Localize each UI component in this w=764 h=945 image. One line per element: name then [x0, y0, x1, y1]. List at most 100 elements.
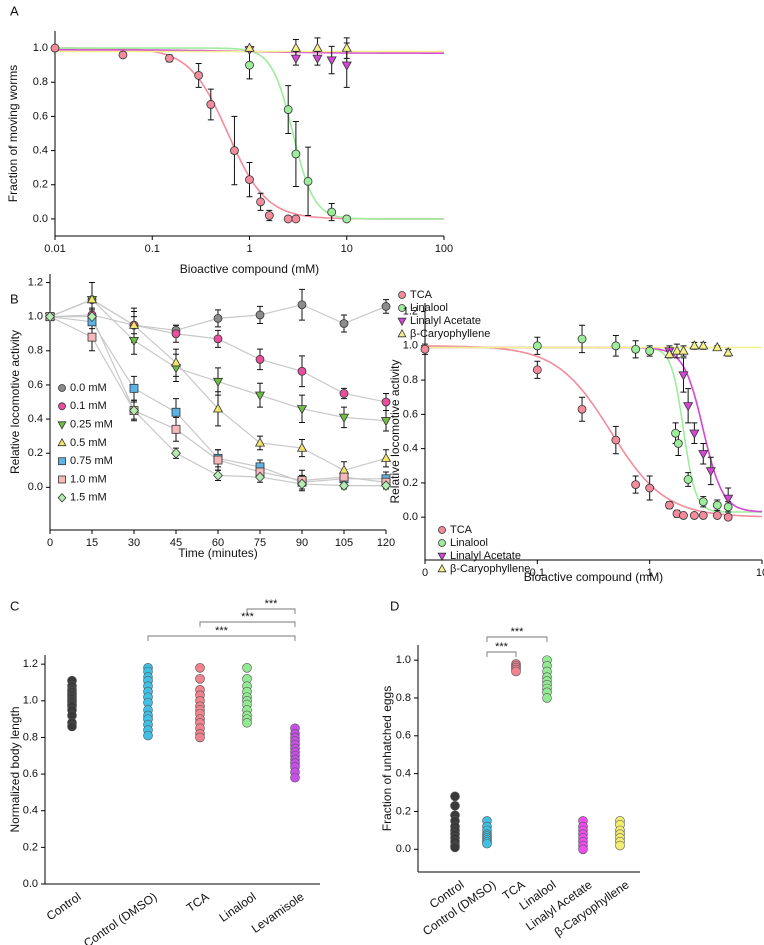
x-axis-label: Bioactive compound (mM) [180, 262, 319, 276]
y-tick-label: 0.0 [28, 481, 43, 493]
significance-label: *** [495, 641, 509, 653]
point [339, 319, 349, 328]
y-tick-label: 0.6 [23, 768, 38, 780]
y-tick-label: 1.2 [23, 658, 38, 670]
point [339, 389, 349, 398]
legend-marker [58, 384, 66, 392]
point [723, 502, 733, 512]
point [254, 391, 266, 401]
point [171, 447, 181, 459]
point [689, 340, 700, 350]
point [45, 311, 55, 323]
point [611, 435, 621, 445]
point [291, 149, 301, 159]
point [164, 53, 174, 63]
point [297, 478, 307, 490]
panel-label: D [390, 598, 399, 613]
point [689, 429, 700, 439]
x-tick-label: Control (DMSO) [81, 890, 159, 945]
point [705, 467, 716, 477]
significance-bracket [486, 651, 517, 657]
x-tick-label: 105 [335, 537, 353, 549]
point [338, 413, 350, 423]
y-tick-label: 0.8 [403, 374, 418, 386]
point [712, 500, 722, 510]
point [645, 346, 655, 356]
x-tick-label: Linalool [217, 890, 259, 925]
significance-label: *** [215, 625, 229, 637]
x-axis-label: Bioactive compound (mM) [524, 570, 663, 584]
point [297, 366, 307, 376]
y-tick-label: 0.0 [33, 213, 48, 225]
y-tick-label: 1.0 [28, 311, 43, 323]
point [381, 302, 391, 311]
y-axis-label: Relative locomotive activity [388, 359, 402, 503]
point [264, 211, 274, 220]
dot [482, 838, 492, 849]
x-tick-label: 0.1 [145, 243, 160, 255]
dot [195, 674, 205, 684]
y-axis-label: Relative locomotive activity [8, 330, 22, 474]
dot [450, 800, 460, 811]
y-tick-label: 0.8 [396, 692, 411, 704]
point [339, 480, 349, 492]
y-tick-label: 0.2 [33, 179, 48, 191]
y-tick-label: 0.2 [23, 841, 38, 853]
point [128, 319, 140, 329]
point [254, 437, 266, 447]
panel-label: C [10, 598, 19, 613]
x-tick-label: 45 [170, 537, 182, 549]
point [296, 405, 308, 415]
point [171, 424, 181, 434]
point [194, 71, 204, 80]
point [380, 417, 392, 427]
point [212, 377, 224, 388]
point [171, 329, 181, 339]
point [698, 497, 708, 507]
point [87, 332, 97, 342]
legend-label: β-Caryophyllene [410, 328, 490, 340]
point [255, 310, 265, 320]
significance-bracket [486, 636, 548, 642]
point [342, 214, 352, 224]
legend-label: 0.0 mM [70, 382, 107, 394]
x-tick-label: 15 [86, 537, 98, 549]
point [532, 341, 542, 351]
x-tick-label: 0 [47, 537, 53, 549]
legend-marker [437, 563, 447, 573]
y-tick-label: 1.0 [396, 654, 411, 666]
legend-marker [438, 526, 446, 534]
x-tick-label: Levamisole [249, 889, 307, 935]
dot [242, 663, 252, 673]
point [381, 397, 391, 407]
x-tick-label: 120 [377, 537, 395, 549]
y-tick-label: 0.2 [28, 447, 43, 459]
y-tick-label: 0.4 [23, 805, 38, 817]
point [245, 60, 254, 70]
point [129, 383, 139, 393]
legend-label: Linalool [410, 302, 448, 314]
point [723, 347, 734, 357]
x-tick-label: 1 [246, 243, 252, 255]
x-tick-label: 100 [435, 243, 453, 255]
point [283, 105, 293, 114]
point [341, 61, 352, 71]
legend-label: 1.5 mM [70, 492, 107, 504]
point [312, 42, 323, 52]
point [698, 340, 709, 350]
legend-label: 0.75 mM [70, 455, 113, 467]
y-axis-label: Fraction of moving worms [6, 65, 20, 202]
legend-marker [57, 421, 67, 430]
point [611, 341, 621, 351]
y-tick-label: 0.8 [28, 345, 43, 357]
y-axis-label: Fraction of unhatched eggs [380, 686, 394, 831]
panel-label: A [10, 3, 19, 18]
legend-marker [437, 552, 447, 562]
point [170, 357, 182, 367]
legend-marker [397, 328, 407, 338]
y-tick-label: 0.4 [28, 413, 43, 425]
dot [242, 717, 252, 728]
point [339, 472, 349, 482]
y-tick-label: 1.0 [403, 340, 418, 352]
legend-label: 0.5 mM [70, 437, 107, 449]
